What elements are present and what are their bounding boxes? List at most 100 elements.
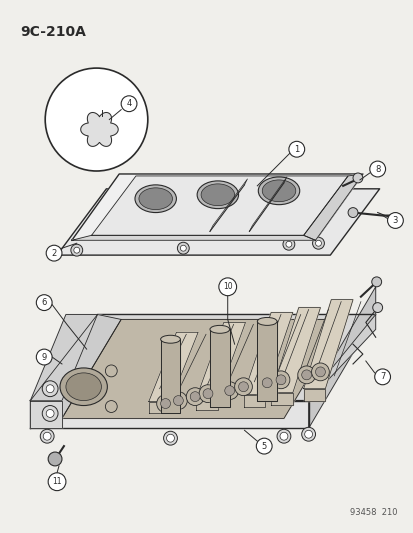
Polygon shape <box>72 174 362 240</box>
Circle shape <box>387 213 402 229</box>
Circle shape <box>352 173 362 183</box>
Circle shape <box>261 378 271 387</box>
Ellipse shape <box>209 325 229 333</box>
Polygon shape <box>81 112 118 147</box>
Circle shape <box>173 395 183 406</box>
Circle shape <box>74 247 80 253</box>
Circle shape <box>46 409 54 417</box>
Circle shape <box>371 277 381 287</box>
Polygon shape <box>91 176 347 236</box>
Circle shape <box>169 392 187 409</box>
Circle shape <box>48 452 62 466</box>
Ellipse shape <box>261 180 295 201</box>
Circle shape <box>105 365 117 377</box>
Circle shape <box>46 385 54 393</box>
Ellipse shape <box>66 373 101 401</box>
Circle shape <box>177 243 189 254</box>
Circle shape <box>121 96 137 111</box>
Ellipse shape <box>257 318 276 325</box>
Polygon shape <box>30 314 375 401</box>
Text: 9C-210A: 9C-210A <box>21 25 86 38</box>
Circle shape <box>258 374 275 392</box>
Circle shape <box>276 429 290 443</box>
Ellipse shape <box>60 368 107 406</box>
Circle shape <box>180 245 186 251</box>
Circle shape <box>301 370 311 380</box>
Polygon shape <box>243 312 292 394</box>
Ellipse shape <box>201 184 234 206</box>
Text: 4: 4 <box>126 99 131 108</box>
Ellipse shape <box>135 185 176 213</box>
Polygon shape <box>257 321 276 401</box>
Circle shape <box>311 363 328 381</box>
Polygon shape <box>30 314 121 418</box>
Polygon shape <box>148 332 198 401</box>
Circle shape <box>224 386 234 395</box>
Circle shape <box>238 382 248 392</box>
Ellipse shape <box>258 177 299 205</box>
Ellipse shape <box>197 181 238 208</box>
Circle shape <box>369 161 385 177</box>
Circle shape <box>163 431 177 445</box>
Ellipse shape <box>160 335 180 343</box>
Circle shape <box>36 349 52 365</box>
Polygon shape <box>62 319 342 418</box>
Circle shape <box>166 434 174 442</box>
Text: 6: 6 <box>41 298 47 307</box>
Circle shape <box>315 240 320 246</box>
Circle shape <box>105 401 117 413</box>
Text: 9: 9 <box>41 352 47 361</box>
Polygon shape <box>30 314 97 401</box>
Circle shape <box>304 430 312 438</box>
Circle shape <box>40 429 54 443</box>
Text: 5: 5 <box>261 442 266 450</box>
Circle shape <box>301 427 315 441</box>
Circle shape <box>199 385 216 402</box>
Circle shape <box>275 375 285 385</box>
Circle shape <box>43 432 51 440</box>
Polygon shape <box>271 308 320 393</box>
Text: 93458  210: 93458 210 <box>349 508 396 518</box>
Polygon shape <box>303 174 362 240</box>
Polygon shape <box>308 314 375 401</box>
Polygon shape <box>303 300 352 389</box>
Ellipse shape <box>139 188 172 209</box>
Polygon shape <box>72 236 315 240</box>
Circle shape <box>312 237 324 249</box>
Circle shape <box>48 473 66 491</box>
Circle shape <box>271 371 289 389</box>
Text: 7: 7 <box>379 373 385 381</box>
Circle shape <box>285 241 291 247</box>
Polygon shape <box>308 287 375 429</box>
Circle shape <box>220 382 238 400</box>
Polygon shape <box>160 339 180 414</box>
Polygon shape <box>243 394 265 407</box>
Text: 1: 1 <box>294 145 299 154</box>
Polygon shape <box>209 329 229 407</box>
Circle shape <box>160 399 170 408</box>
Polygon shape <box>57 189 379 255</box>
Circle shape <box>156 394 174 413</box>
Polygon shape <box>148 401 170 414</box>
Circle shape <box>71 244 83 256</box>
Circle shape <box>256 438 271 454</box>
Circle shape <box>279 432 287 440</box>
Text: 10: 10 <box>222 282 232 292</box>
Polygon shape <box>271 393 292 405</box>
Circle shape <box>234 378 252 395</box>
Circle shape <box>372 303 382 312</box>
Circle shape <box>42 406 58 422</box>
Circle shape <box>42 381 58 397</box>
Text: 3: 3 <box>392 216 397 225</box>
Text: 11: 11 <box>52 477 62 486</box>
Circle shape <box>46 245 62 261</box>
Circle shape <box>347 208 357 217</box>
Circle shape <box>374 369 389 385</box>
Circle shape <box>36 295 52 311</box>
Polygon shape <box>30 401 62 429</box>
Text: 8: 8 <box>374 165 380 174</box>
Circle shape <box>186 387 204 406</box>
Circle shape <box>315 367 325 377</box>
Circle shape <box>297 366 315 384</box>
Polygon shape <box>196 322 245 399</box>
